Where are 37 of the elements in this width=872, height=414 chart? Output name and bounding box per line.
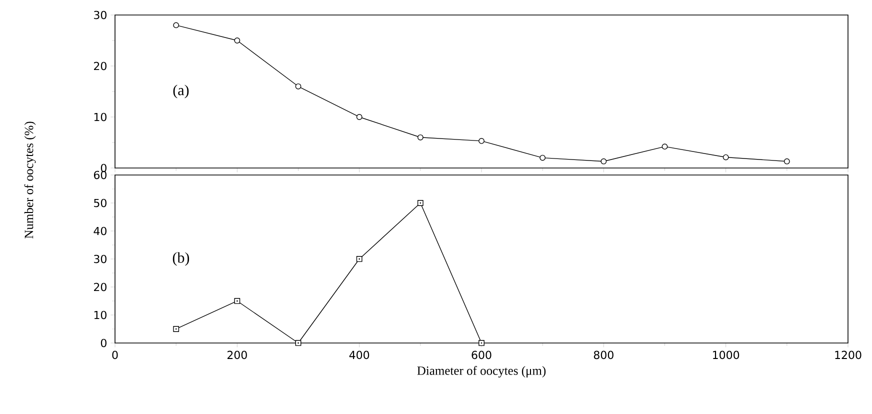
point [417, 200, 424, 206]
point [234, 38, 240, 44]
point [417, 134, 424, 140]
y-tick-label: 50 [94, 198, 106, 208]
point [173, 22, 180, 28]
point [540, 154, 546, 161]
y-tick-label: 60 [94, 170, 106, 180]
x-axis-title: Diameter of oocytes (μm) [417, 366, 546, 378]
x-tick-label: 200 [227, 350, 247, 360]
y-tick-label: 10 [94, 112, 106, 122]
y-tick-label: 0 [100, 338, 106, 348]
point [600, 158, 607, 164]
point [784, 158, 790, 164]
x-tick-label: 1000 [713, 350, 740, 360]
y-tick-label: 30 [94, 10, 106, 20]
point [662, 144, 668, 150]
x-tick-label: 1200 [835, 350, 862, 360]
x-tick-label: 600 [472, 350, 492, 360]
point [234, 298, 240, 304]
y-axis-title: Number of oocytes (%) [24, 122, 36, 238]
y-tick-label: 20 [94, 62, 106, 70]
y-tick-label: 30 [94, 254, 106, 264]
x-tick-label: 0 [112, 350, 118, 360]
y-tick-label: 20 [94, 282, 106, 292]
point [722, 154, 729, 160]
y-tick-label: 40 [94, 226, 106, 236]
point [356, 256, 362, 262]
point [173, 326, 180, 332]
x-tick-label: 400 [349, 350, 370, 360]
point [295, 340, 302, 346]
point [295, 83, 302, 90]
y-tick-label: 10 [94, 310, 106, 320]
point [478, 138, 484, 144]
point [356, 114, 362, 120]
annotation: (a) [173, 84, 189, 98]
annotation: (b) [172, 252, 190, 266]
x-tick-label: 800 [594, 350, 614, 360]
